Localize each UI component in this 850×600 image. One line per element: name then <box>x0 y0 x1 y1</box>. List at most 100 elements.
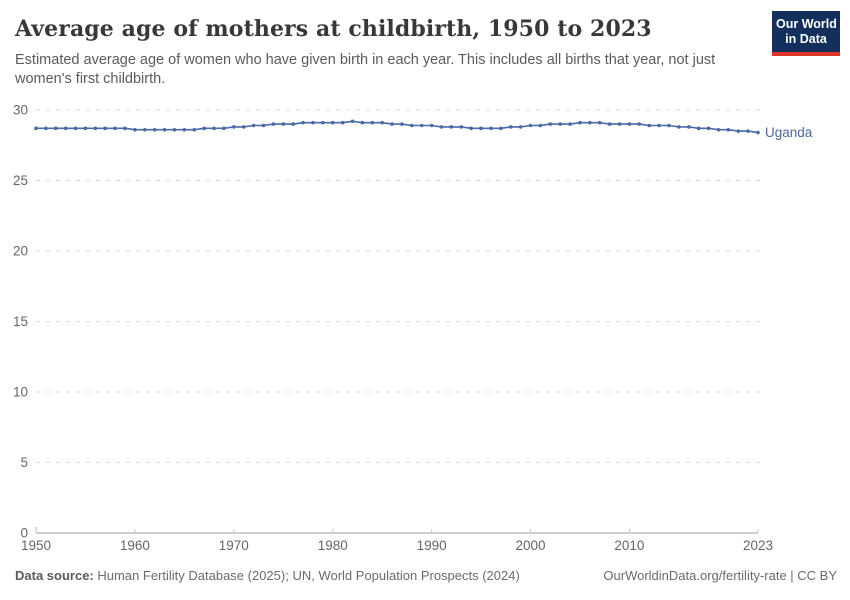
data-point-1974 <box>271 122 276 126</box>
data-point-1996 <box>489 126 493 131</box>
data-point-1983 <box>360 120 365 125</box>
data-point-1962 <box>152 127 157 132</box>
data-point-1969 <box>222 126 226 131</box>
data-source-text: Human Fertility Database (2025); UN, Wor… <box>93 568 520 583</box>
data-point-2002 <box>548 122 553 126</box>
data-point-2012 <box>647 123 652 128</box>
data-point-2011 <box>637 122 642 126</box>
data-point-1965 <box>182 127 187 132</box>
page-title: Average age of mothers at childbirth, 19… <box>15 16 652 42</box>
data-point-2014 <box>667 123 671 128</box>
y-tick-label-20: 20 <box>13 244 28 259</box>
data-point-1972 <box>251 123 256 128</box>
x-tick-label-1950: 1950 <box>21 538 51 553</box>
owid-logo-line1: Our World <box>776 17 837 31</box>
chart-footer: Data source: Human Fertility Database (2… <box>15 568 837 583</box>
data-point-2008 <box>607 122 612 126</box>
data-point-1963 <box>162 127 167 132</box>
data-point-1953 <box>63 126 68 131</box>
data-point-1986 <box>390 122 394 126</box>
chart-header: Average age of mothers at childbirth, 19… <box>15 16 760 89</box>
x-tick-label-1980: 1980 <box>318 538 348 553</box>
data-point-2005 <box>578 120 582 125</box>
data-point-1987 <box>400 122 404 126</box>
data-point-1968 <box>212 126 216 131</box>
data-point-1980 <box>330 120 335 125</box>
data-point-1966 <box>192 127 197 132</box>
data-point-2003 <box>558 122 562 126</box>
data-point-1970 <box>232 125 236 129</box>
data-point-1971 <box>241 125 246 129</box>
data-point-1976 <box>291 122 295 126</box>
data-point-1960 <box>133 127 137 132</box>
data-point-1977 <box>301 120 305 125</box>
x-tick-label-2023: 2023 <box>743 538 773 553</box>
data-point-2000 <box>528 123 533 128</box>
data-point-1954 <box>73 126 78 131</box>
x-tick-label-1970: 1970 <box>219 538 249 553</box>
line-chart: 0 5 10 15 20 25 30 1950 1960 1970 1980 1990 2000 2010… <box>0 100 850 562</box>
data-point-1950 <box>34 126 38 131</box>
data-point-1997 <box>499 126 503 131</box>
data-point-2010 <box>627 122 632 126</box>
data-point-1988 <box>410 123 414 128</box>
data-point-2018 <box>706 126 711 131</box>
x-tick-label-1960: 1960 <box>120 538 150 553</box>
chart-subtitle: Estimated average age of women who have … <box>15 52 716 88</box>
y-tick-label-15: 15 <box>13 314 28 329</box>
data-point-2007 <box>597 120 602 125</box>
data-point-1998 <box>508 125 513 129</box>
x-tick-label-2000: 2000 <box>515 538 545 553</box>
owid-logo[interactable]: Our World in Data <box>772 11 840 56</box>
data-point-1951 <box>44 126 48 131</box>
data-point-1967 <box>202 126 206 131</box>
y-tick-label-10: 10 <box>13 385 28 400</box>
data-point-1990 <box>429 123 434 128</box>
y-tick-label-0: 0 <box>20 526 28 541</box>
data-point-1992 <box>449 125 454 129</box>
data-point-2015 <box>677 125 681 129</box>
data-point-1995 <box>479 126 483 131</box>
data-point-1957 <box>103 126 108 131</box>
data-point-1982 <box>350 119 355 124</box>
y-tick-label-30: 30 <box>13 103 28 118</box>
data-point-1985 <box>380 120 384 125</box>
footer-license-link[interactable]: OurWorldinData.org/fertility-rate | CC B… <box>603 568 837 583</box>
owid-logo-line2: in Data <box>785 31 827 46</box>
data-point-1952 <box>53 126 58 131</box>
data-point-1961 <box>142 127 147 132</box>
data-point-2004 <box>568 122 572 126</box>
data-point-2016 <box>686 125 691 129</box>
data-point-1959 <box>123 126 127 131</box>
data-point-1975 <box>281 122 286 126</box>
data-point-1993 <box>459 125 464 129</box>
data-point-1955 <box>83 126 88 131</box>
data-point-2009 <box>617 122 622 126</box>
data-source-label: Data source: <box>15 568 94 583</box>
data-point-2017 <box>696 126 701 131</box>
data-point-2023 <box>756 130 760 135</box>
data-point-1956 <box>93 126 98 131</box>
x-tick-label-1990: 1990 <box>417 538 447 553</box>
data-point-1973 <box>261 123 266 128</box>
data-point-2006 <box>588 120 592 125</box>
x-tick-label-2010: 2010 <box>614 538 644 553</box>
entity-label-uganda: Uganda <box>765 125 813 140</box>
data-point-2013 <box>657 123 661 128</box>
data-point-2021 <box>736 129 741 133</box>
data-point-1991 <box>439 125 444 129</box>
data-point-2001 <box>538 123 543 128</box>
data-point-1978 <box>311 120 315 125</box>
data-point-1999 <box>518 125 523 129</box>
y-tick-label-5: 5 <box>20 455 28 470</box>
data-point-1981 <box>340 120 345 125</box>
data-point-2019 <box>716 127 721 132</box>
data-source-note: Data source: Human Fertility Database (2… <box>15 568 520 583</box>
line-chart-svg: 0 5 10 15 20 25 30 1950 1960 1970 1980 1990 2000 2010… <box>13 103 813 554</box>
data-point-1964 <box>172 127 177 132</box>
data-point-1989 <box>419 123 424 128</box>
data-point-1958 <box>113 126 117 131</box>
data-point-1994 <box>469 126 473 131</box>
data-point-1984 <box>370 120 375 125</box>
